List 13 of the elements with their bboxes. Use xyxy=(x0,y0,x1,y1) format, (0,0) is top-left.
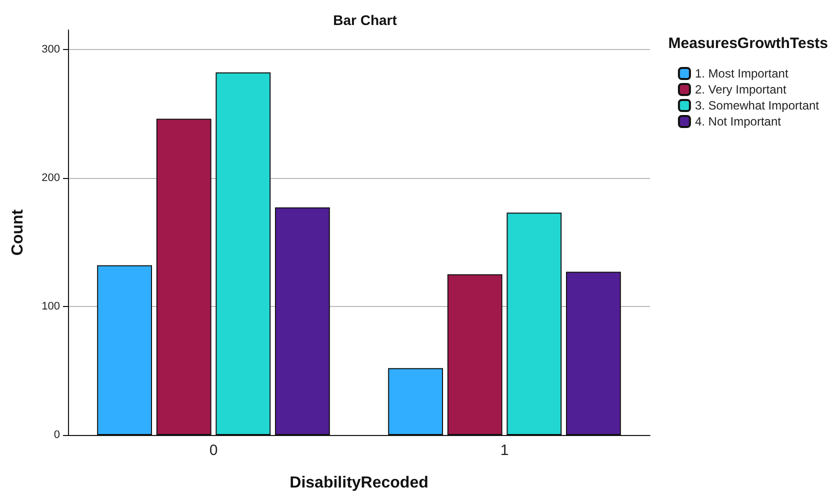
y-tick-label: 200 xyxy=(42,172,60,184)
x-axis-title: DisabilityRecoded xyxy=(290,474,428,492)
legend-label: 4. Not Important xyxy=(694,114,782,128)
legend-title: MeasuresGrowthTests xyxy=(668,35,828,52)
x-tick-label: 1 xyxy=(500,442,509,459)
legend-label: 3. Somewhat Important xyxy=(694,98,820,112)
legend-label: 2. Very Important xyxy=(694,82,787,96)
y-axis-title: Count xyxy=(10,208,26,256)
legend-label: 1. Most Important xyxy=(694,66,789,80)
y-tick-label: 300 xyxy=(42,43,60,56)
chart-title: Bar Chart xyxy=(333,12,398,28)
y-tick-label: 100 xyxy=(42,300,60,312)
y-tick-label: 0 xyxy=(54,429,60,441)
